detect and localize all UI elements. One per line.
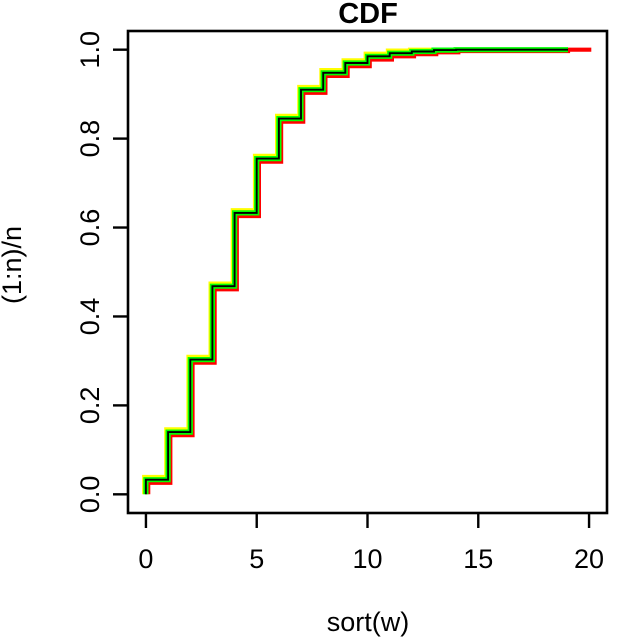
x-tick-label: 5 — [249, 544, 264, 574]
series-red-line — [146, 47, 592, 495]
plot-border — [126, 29, 609, 515]
x-tick-label: 10 — [352, 544, 382, 574]
y-tick-label: 0.6 — [75, 209, 105, 247]
y-tick-label: 0.8 — [75, 120, 105, 158]
series-green-line — [143, 47, 568, 495]
x-axis-label: sort(w) — [327, 607, 410, 637]
y-axis: 0.0 0.2 0.4 0.6 0.8 1.0 — [75, 31, 128, 513]
y-tick-label: 0.4 — [75, 298, 105, 336]
y-axis-label: (1:n)/n — [0, 226, 27, 304]
series-yellow-line — [142, 47, 567, 495]
x-axis: 0 5 10 15 20 — [138, 513, 604, 574]
y-tick-label: 1.0 — [75, 31, 105, 69]
x-tick-label: 15 — [463, 544, 493, 574]
x-tick-label: 0 — [138, 544, 153, 574]
y-tick-label: 0.2 — [75, 387, 105, 425]
chart-title: CDF — [338, 0, 398, 30]
series-layer — [142, 47, 592, 495]
y-tick-label: 0.0 — [75, 476, 105, 514]
series-black-core-line — [144, 48, 568, 495]
x-tick-label: 20 — [574, 544, 604, 574]
